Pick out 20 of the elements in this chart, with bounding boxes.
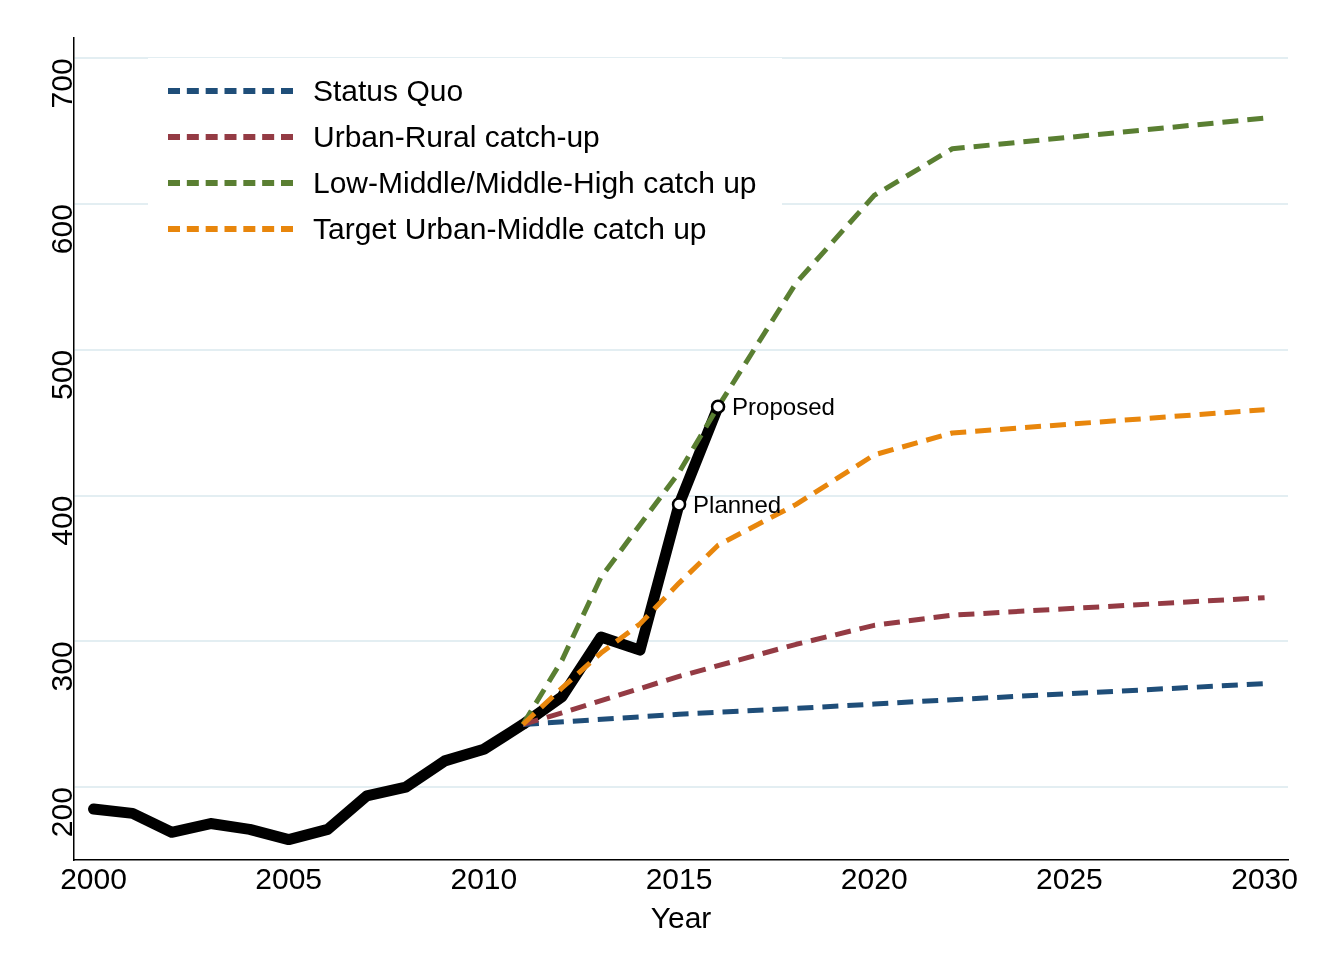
y-tick-label: 500 xyxy=(45,349,79,400)
annotation: Proposed xyxy=(732,393,835,421)
legend-label: Low-Middle/Middle-High catch up xyxy=(313,166,757,200)
x-tick-label: 2025 xyxy=(1036,862,1103,896)
x-tick-label: 2005 xyxy=(255,862,323,896)
annotation: Planned xyxy=(693,491,782,519)
x-tick-label: 2020 xyxy=(840,862,908,896)
x-tick-label: 2030 xyxy=(1231,862,1298,896)
legend-label: Urban-Rural catch-up xyxy=(313,120,600,154)
y-tick-label: 700 xyxy=(45,58,79,109)
legend-label: Target Urban-Middle catch up xyxy=(313,212,707,246)
x-tick-label: 2010 xyxy=(450,862,518,896)
x-tick-label: 2015 xyxy=(645,862,713,896)
y-tick-label: 400 xyxy=(45,495,79,546)
y-tick-label: 300 xyxy=(45,641,79,692)
x-tick-label: 2000 xyxy=(60,862,127,896)
x-axis-title: Year xyxy=(650,901,712,935)
legend-label: Status Quo xyxy=(313,74,464,108)
y-tick-label: 600 xyxy=(45,204,79,255)
y-tick-label: 200 xyxy=(45,787,79,838)
